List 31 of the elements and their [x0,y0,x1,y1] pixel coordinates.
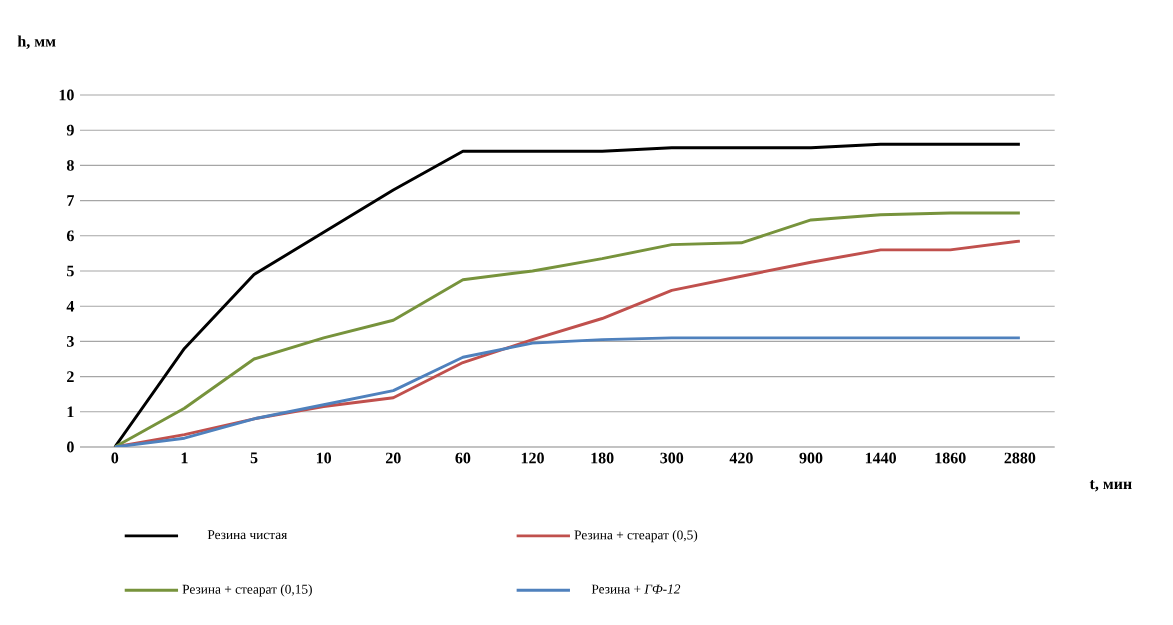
x-tick-label: 20 [385,452,401,464]
x-axis-title: t, мин [1089,479,1132,492]
y-tick-label: 4 [66,300,75,312]
x-tick-label: 420 [729,452,753,464]
x-tick-label: 5 [250,452,258,464]
x-tick-label: 900 [799,452,823,464]
y-tick-label: 0 [67,441,74,453]
y-tick-label: 7 [67,195,75,206]
y-tick-label: 9 [66,124,74,136]
x-tick-label: 10 [316,452,332,464]
x-tick-label: 300 [660,452,684,464]
y-axis-title: h, мм [17,35,56,49]
legend-label: Резина + стеарат (0,15) [182,584,312,597]
x-tick-label: 1860 [935,452,966,464]
y-tick-label: 3 [67,336,74,347]
x-tick-label: 1 [181,452,188,464]
y-tick-label: 1 [67,406,74,418]
y-tick-label: 2 [67,371,74,382]
y-tick-label: 8 [66,159,74,171]
y-tick-label: 10 [59,89,74,101]
y-tick-label: 5 [67,265,74,277]
legend-label: Резина чистая [207,530,288,540]
x-tick-label: 60 [455,452,471,464]
x-tick-label: 2880 [1004,452,1036,464]
legend-label: Резина + ГФ-12 [591,584,681,594]
x-tick-label: 120 [521,452,544,464]
x-tick-label: 180 [591,452,614,464]
legend-label: Резина + стеарат (0,5) [574,530,698,543]
y-tick-label: 6 [66,230,74,242]
x-tick-label: 1440 [865,452,897,464]
x-tick-label: 0 [111,452,119,464]
